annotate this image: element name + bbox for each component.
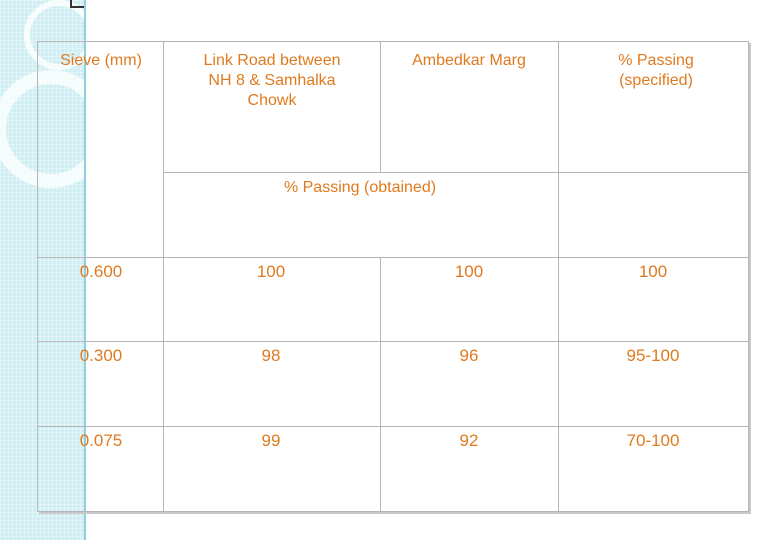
corner-mark xyxy=(70,0,84,8)
strip-edge xyxy=(84,0,86,540)
table-cell-sieve: 0.075 xyxy=(79,431,123,450)
grid-line xyxy=(38,341,749,342)
table-cell-ambedkar: 96 xyxy=(459,346,479,365)
header-sieve: Sieve (mm) xyxy=(60,52,142,69)
table-cell-specified: 95-100 xyxy=(626,346,680,365)
header-passing-specified: % Passing (specified) xyxy=(618,52,694,89)
table-shadow-bottom xyxy=(39,512,751,514)
grid-line xyxy=(748,42,749,512)
grid-line xyxy=(38,511,749,512)
data-table xyxy=(37,41,749,512)
table-cell-sieve: 0.300 xyxy=(79,346,123,365)
table-cell-link-road: 98 xyxy=(261,346,281,365)
grid-line xyxy=(38,257,749,258)
table-shadow-right xyxy=(749,43,751,513)
table-cell-sieve: 0.600 xyxy=(79,262,123,281)
header-ambedkar-marg: Ambedkar Marg xyxy=(412,52,526,69)
grid-line xyxy=(163,42,164,257)
grid-line xyxy=(163,172,749,173)
grid-line xyxy=(38,426,749,427)
table-cell-specified: 70-100 xyxy=(626,431,680,450)
decorative-ring-small xyxy=(24,0,94,70)
table-cell-specified: 100 xyxy=(638,262,668,281)
grid-line xyxy=(380,42,381,172)
grid-line xyxy=(163,257,164,512)
grid-line xyxy=(558,42,559,512)
table-cell-ambedkar: 92 xyxy=(459,431,479,450)
table-cell-link-road: 99 xyxy=(261,431,281,450)
header-passing-obtained: % Passing (obtained) xyxy=(283,179,437,196)
header-link-road: Link Road between NH 8 & Samhalka Chowk xyxy=(203,52,341,109)
table-cell-ambedkar: 100 xyxy=(454,262,484,281)
grid-line xyxy=(380,257,381,512)
table-cell-link-road: 100 xyxy=(256,262,286,281)
